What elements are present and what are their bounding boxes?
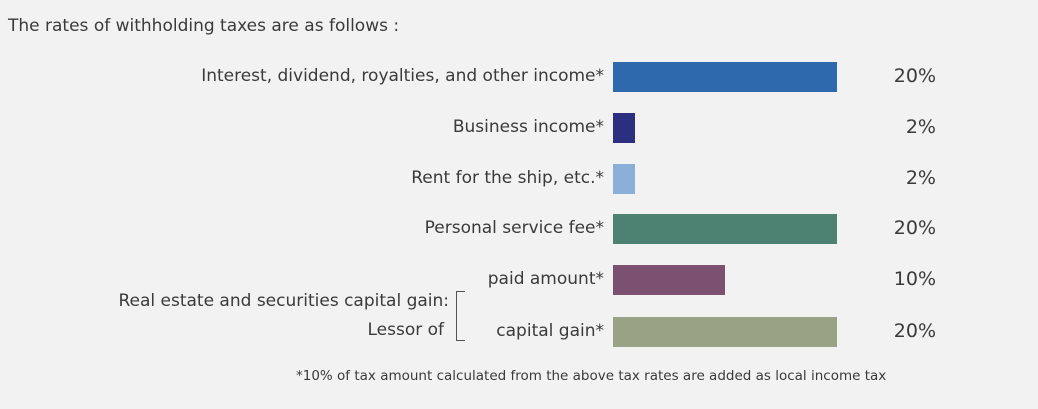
intro-text: The rates of withholding taxes are as fo… xyxy=(8,16,400,36)
value-label-1: 20% xyxy=(893,65,936,87)
group-label-line2: Lessor of xyxy=(367,320,444,340)
bar-2 xyxy=(613,113,636,143)
bar-3 xyxy=(613,164,636,194)
value-label-6: 20% xyxy=(893,320,936,342)
bar-5 xyxy=(613,265,725,295)
category-label-5: paid amount* xyxy=(487,269,604,289)
bar-4 xyxy=(613,214,837,244)
category-label-2: Business income* xyxy=(452,117,604,137)
category-label-6: capital gain* xyxy=(496,321,604,341)
value-label-4: 20% xyxy=(893,217,936,239)
bar-1 xyxy=(613,62,837,92)
group-bracket xyxy=(456,291,465,341)
bar-6 xyxy=(613,317,837,347)
value-label-5: 10% xyxy=(893,268,936,290)
category-label-4: Personal service fee* xyxy=(424,218,604,238)
footnote: *10% of tax amount calculated from the a… xyxy=(296,368,887,384)
value-label-3: 2% xyxy=(905,167,936,189)
group-label-line1: Real estate and securities capital gain: xyxy=(118,291,449,311)
value-label-2: 2% xyxy=(905,116,936,138)
category-label-3: Rent for the ship, etc.* xyxy=(411,168,604,188)
category-label-1: Interest, dividend, royalties, and other… xyxy=(201,66,604,86)
